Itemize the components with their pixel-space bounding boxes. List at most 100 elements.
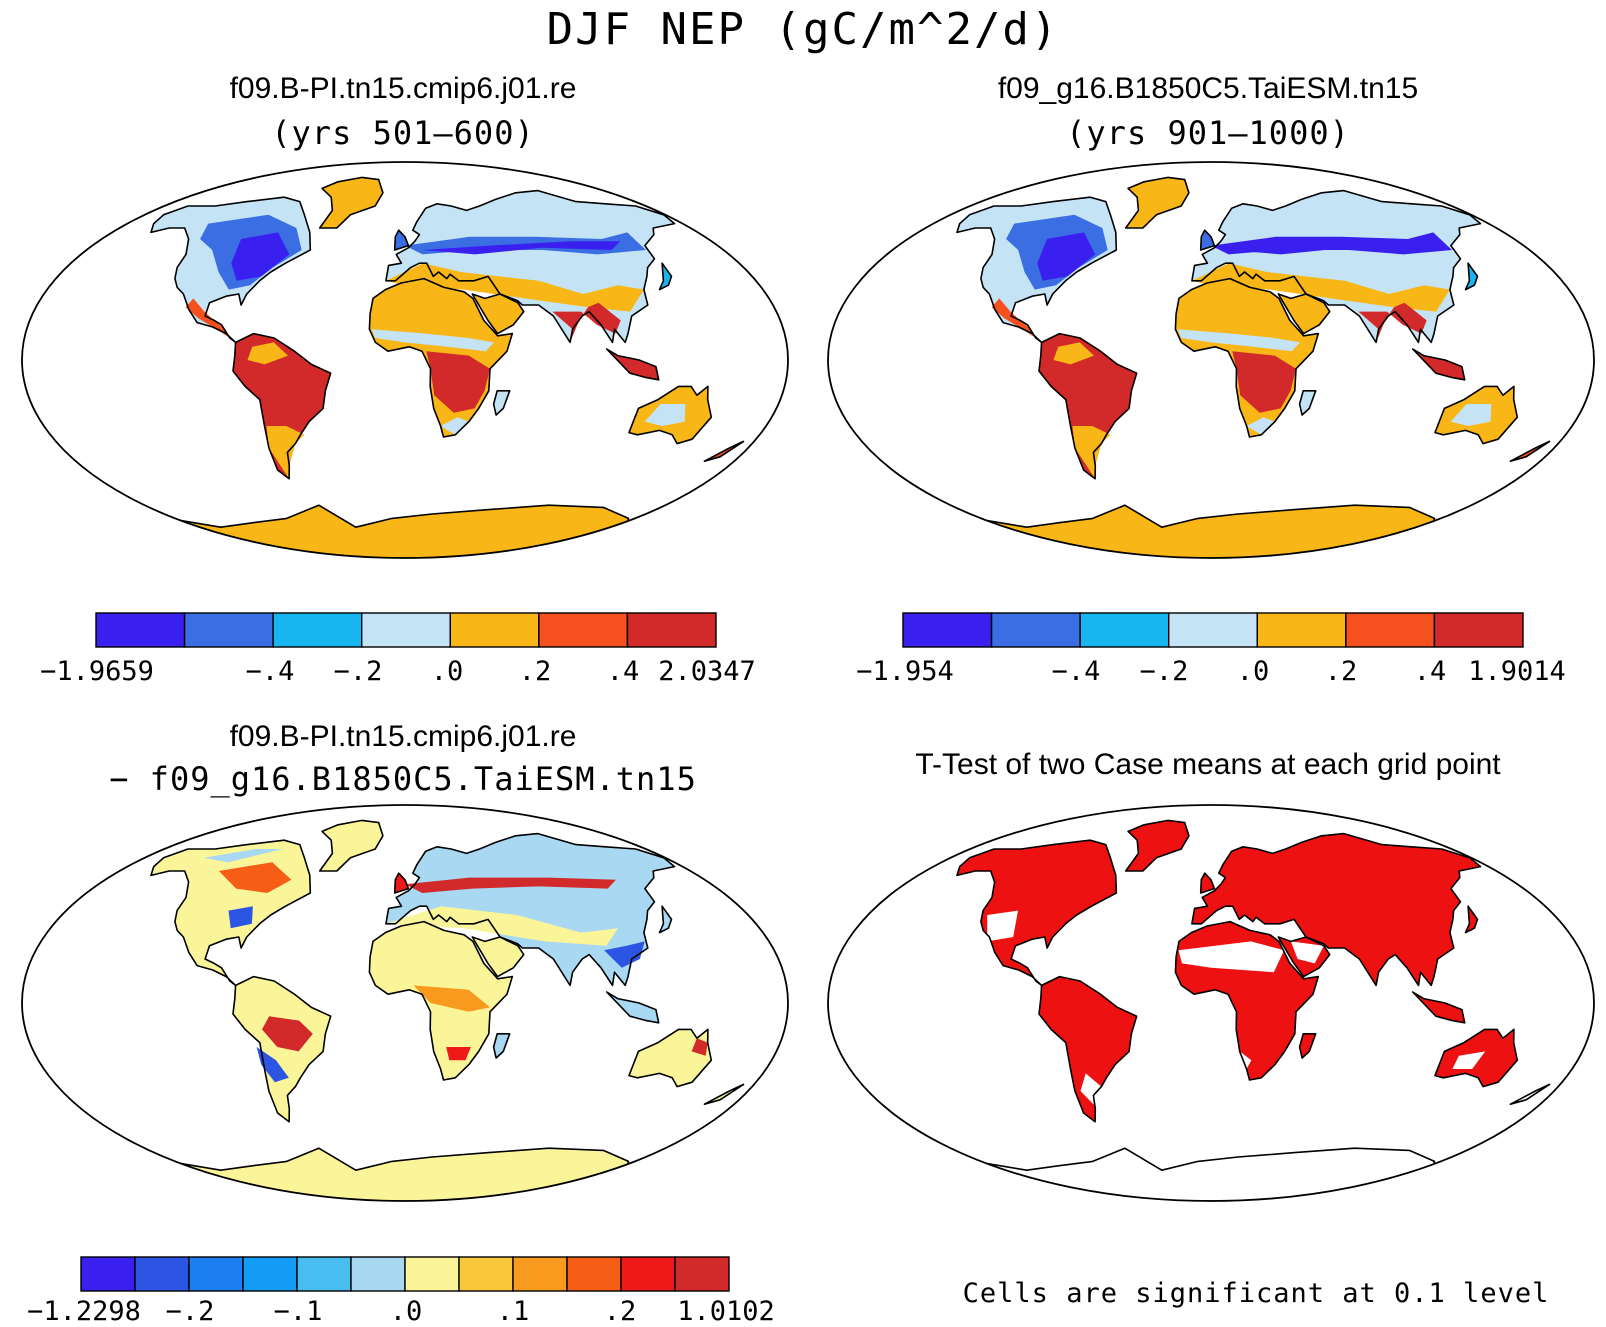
- region-madagascar: [493, 390, 510, 415]
- sahel-band: [371, 329, 494, 352]
- cb1-label-4: .2: [518, 656, 552, 687]
- coastline-uk: [393, 872, 410, 894]
- map-case2: [827, 161, 1595, 559]
- panel2-title: f09_g16.B1850C5.TaiESM.tn15: [997, 72, 1419, 105]
- coastline-indonesia: [605, 991, 660, 1024]
- east-asia-negative: [604, 941, 645, 968]
- cb2-label-3: .0: [1236, 656, 1270, 687]
- coastline-australia: [628, 1028, 713, 1088]
- central-america: [185, 298, 230, 338]
- panel3-title: f09.B-PI.tn15.cmip6.j01.re: [229, 720, 577, 753]
- region-uk: [394, 873, 409, 893]
- colorbar-swatch: [512, 1256, 568, 1292]
- cb2-label-1: −.4: [1051, 656, 1101, 687]
- south-africa: [440, 417, 469, 435]
- cb2-label-0: −1.954: [856, 656, 954, 687]
- sa-north: [1053, 342, 1094, 365]
- region-antarctica: [168, 505, 629, 558]
- coastline-newzealand: [703, 440, 745, 463]
- significant-madagascar: [1299, 1033, 1316, 1058]
- na-core: [1037, 232, 1096, 281]
- south-africa: [1246, 417, 1275, 435]
- coastline-madagascar: [1298, 390, 1317, 416]
- coastline-arabia: [1277, 293, 1331, 335]
- colorbar-swatch: [902, 612, 993, 648]
- panel1-title: f09.B-PI.tn15.cmip6.j01.re: [229, 72, 577, 105]
- significant-eurasia: [1191, 833, 1481, 986]
- land-layer: [957, 177, 1550, 558]
- colorbar-swatch: [95, 612, 186, 648]
- coastline-indonesia: [1411, 348, 1466, 381]
- coastline-southAmerica: [232, 332, 332, 480]
- region-eurasia: [385, 833, 675, 986]
- coastline-japan: [1464, 262, 1479, 291]
- africa-band: [413, 985, 491, 1012]
- central-africa: [426, 351, 490, 413]
- region-greenland: [319, 177, 383, 228]
- colorbar-swatch: [242, 1256, 298, 1292]
- colorbar-swatch: [566, 1256, 622, 1292]
- na-arctic: [203, 849, 283, 863]
- significant-greenland: [1125, 820, 1189, 871]
- map-difference: [21, 804, 789, 1202]
- cb2-label-4: .2: [1324, 656, 1358, 687]
- cb1-label-5: .4: [606, 656, 640, 687]
- coastline-newzealand: [1509, 440, 1551, 463]
- non-significant-area: [1452, 1051, 1486, 1069]
- sa-negative: [256, 1047, 289, 1083]
- cb3-label-3: .0: [389, 1296, 423, 1327]
- eurasia-core: [1228, 241, 1427, 255]
- map-case1: [21, 161, 789, 559]
- coastline-indonesia: [1411, 991, 1466, 1024]
- colorbar-swatch: [361, 612, 451, 648]
- region-uk: [1200, 230, 1215, 250]
- cb3-label-2: −.1: [273, 1296, 323, 1327]
- africa-south: [446, 1047, 471, 1061]
- colorbar-swatch: [990, 612, 1081, 648]
- coastline-africa: [368, 920, 514, 1081]
- significant-southAmerica: [1039, 976, 1137, 1122]
- colorbar-difference: [80, 1256, 730, 1292]
- central-africa: [1232, 351, 1296, 413]
- australia-interior: [644, 404, 686, 426]
- coastlines: [150, 176, 745, 558]
- south-asia: [1358, 302, 1427, 343]
- coastline-southAmerica: [1038, 332, 1138, 480]
- cb3-label-6: 1.0102: [677, 1296, 775, 1327]
- region-south-america: [233, 976, 331, 1122]
- na-negative: [228, 906, 253, 929]
- colorbar-swatch: [272, 612, 363, 648]
- colorbar-swatch: [1345, 612, 1436, 648]
- non-significant-area: [1290, 941, 1324, 964]
- coastline-indonesia: [605, 348, 660, 381]
- non-significant-area: [987, 910, 1018, 942]
- sa-north: [247, 342, 288, 365]
- non-significant-area: [1080, 1073, 1102, 1105]
- non-significant-area: [1178, 941, 1285, 973]
- panel3-subtitle: − f09_g16.B1850C5.TaiESM.tn15: [109, 760, 697, 798]
- panel4-title: T-Test of two Case means at each grid po…: [915, 748, 1501, 781]
- map-border: [21, 804, 789, 1202]
- coastline-australia: [1434, 1028, 1519, 1088]
- colorbar-swatch: [626, 612, 717, 648]
- map-ttest: [827, 804, 1595, 1202]
- na-positive: [218, 862, 292, 893]
- region-madagascar: [1299, 390, 1316, 415]
- land-layer: [957, 820, 1518, 1122]
- colorbar-swatch: [458, 1256, 514, 1292]
- figure-title: DJF NEP (gC/m^2/d): [546, 4, 1060, 55]
- colorbar-swatch: [449, 612, 540, 648]
- region-madagascar: [493, 1033, 510, 1058]
- colorbar-case2: [902, 612, 1524, 648]
- region-arabia: [1278, 294, 1330, 334]
- cb1-label-2: −.2: [333, 656, 383, 687]
- central-america: [991, 298, 1036, 338]
- coastline-madagascar: [492, 1033, 511, 1059]
- ttest-note: Cells are significant at 0.1 level: [962, 1278, 1550, 1309]
- coastline-newzealand: [703, 1083, 745, 1106]
- colorbar-swatch: [620, 1256, 676, 1292]
- sa-south: [266, 426, 305, 479]
- coastline-africa: [1174, 277, 1320, 438]
- na-core: [231, 232, 290, 281]
- coastline-arabia: [471, 936, 525, 978]
